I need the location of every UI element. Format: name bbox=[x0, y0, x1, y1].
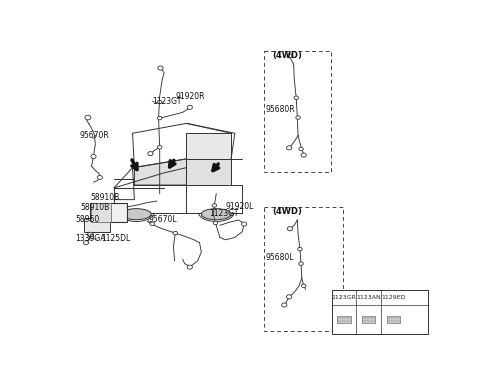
Circle shape bbox=[212, 204, 216, 207]
Circle shape bbox=[97, 175, 102, 180]
Circle shape bbox=[288, 227, 292, 231]
Text: 95670L: 95670L bbox=[148, 215, 177, 225]
Circle shape bbox=[287, 54, 292, 58]
Circle shape bbox=[299, 262, 303, 265]
Bar bbox=[337, 316, 350, 323]
Circle shape bbox=[213, 221, 218, 225]
Bar bbox=[90, 203, 127, 222]
Circle shape bbox=[298, 247, 302, 251]
Circle shape bbox=[187, 105, 192, 109]
Polygon shape bbox=[134, 159, 186, 185]
Polygon shape bbox=[186, 159, 231, 185]
Text: 91920L: 91920L bbox=[226, 202, 254, 211]
Bar bbox=[386, 316, 400, 323]
Circle shape bbox=[173, 231, 178, 235]
Circle shape bbox=[241, 222, 247, 226]
Circle shape bbox=[84, 241, 89, 245]
Circle shape bbox=[148, 152, 153, 156]
Circle shape bbox=[157, 116, 162, 120]
Text: 1123GT: 1123GT bbox=[209, 209, 238, 218]
Circle shape bbox=[294, 96, 299, 99]
Polygon shape bbox=[186, 133, 231, 159]
Circle shape bbox=[187, 265, 192, 269]
Circle shape bbox=[287, 146, 292, 150]
Ellipse shape bbox=[202, 209, 231, 220]
Circle shape bbox=[282, 303, 287, 307]
Bar bbox=[91, 203, 111, 222]
Circle shape bbox=[150, 222, 155, 226]
Circle shape bbox=[157, 146, 162, 149]
Text: (4WD): (4WD) bbox=[272, 208, 302, 216]
Bar bbox=[332, 290, 428, 333]
Circle shape bbox=[299, 147, 303, 151]
Text: 95670R: 95670R bbox=[80, 130, 109, 139]
Text: 58960: 58960 bbox=[75, 215, 99, 225]
Circle shape bbox=[157, 101, 162, 104]
Circle shape bbox=[87, 232, 94, 237]
Circle shape bbox=[301, 284, 306, 288]
Text: 58910B: 58910B bbox=[81, 203, 110, 212]
Text: 1123AN: 1123AN bbox=[356, 295, 381, 300]
Circle shape bbox=[301, 153, 306, 157]
Text: 1129ED: 1129ED bbox=[381, 295, 406, 300]
Bar bbox=[362, 316, 375, 323]
Circle shape bbox=[296, 116, 300, 119]
Circle shape bbox=[158, 66, 163, 70]
Text: 95680R: 95680R bbox=[265, 105, 295, 114]
Text: 1125DL: 1125DL bbox=[102, 234, 131, 243]
Circle shape bbox=[85, 115, 91, 120]
Text: 91920R: 91920R bbox=[175, 92, 205, 101]
Circle shape bbox=[91, 155, 96, 159]
Text: 58910B: 58910B bbox=[91, 193, 120, 202]
Text: 1123GR: 1123GR bbox=[331, 295, 356, 300]
Text: 1123GT: 1123GT bbox=[152, 97, 181, 106]
Circle shape bbox=[287, 295, 292, 299]
Bar bbox=[84, 218, 110, 232]
Text: 95680L: 95680L bbox=[265, 253, 294, 262]
Ellipse shape bbox=[121, 209, 151, 220]
Text: (4WD): (4WD) bbox=[272, 51, 302, 60]
Text: 1339GA: 1339GA bbox=[75, 234, 106, 243]
